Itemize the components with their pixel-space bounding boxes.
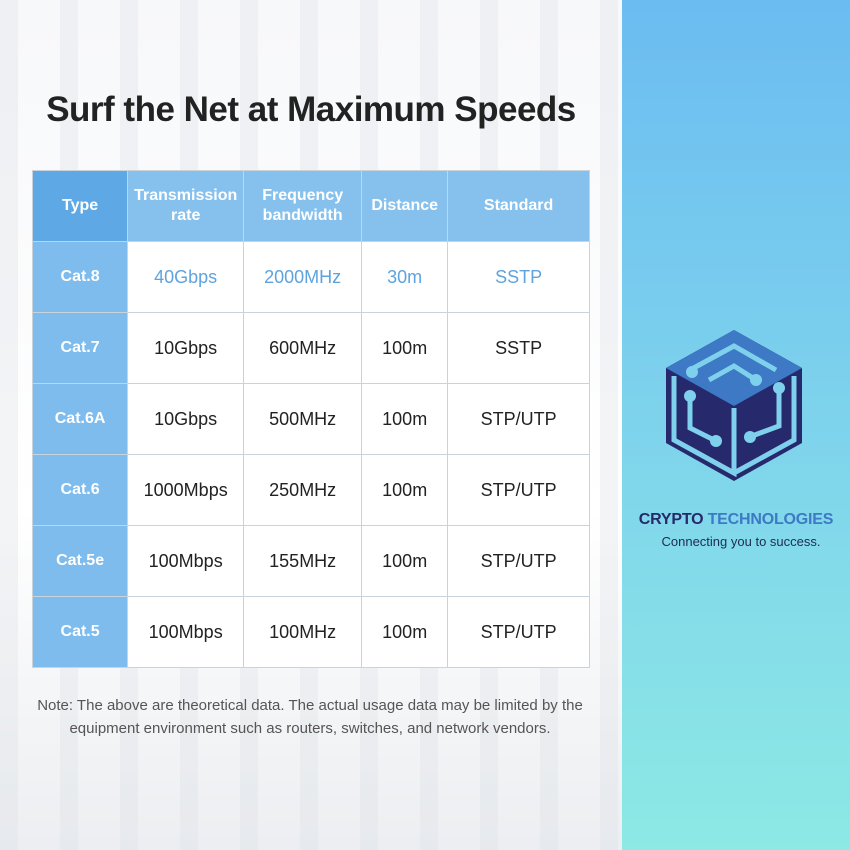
cell-rate: 100Mbps [127,525,245,597]
cell-rate: 40Gbps [127,241,245,313]
cell-distance: 30m [361,241,449,313]
brand-tagline: Connecting you to success. [661,534,821,549]
cell-frequency: 600MHz [243,312,363,384]
cell-standard: SSTP [447,312,590,384]
cell-type: Cat.8 [31,241,129,313]
header-type: Type [31,170,129,242]
cell-standard: STP/UTP [447,596,590,668]
cell-frequency: 2000MHz [243,241,363,313]
cell-distance: 100m [361,383,449,455]
spec-table: Type Transmission rate Frequency bandwidth… [31,170,590,668]
table-row: Cat.5 100Mbps 100MHz 100m STP/UTP [31,596,590,668]
table-row: Cat.6 1000Mbps 250MHz 100m STP/UTP [31,454,590,526]
header-frequency: Frequency bandwidth [243,170,363,242]
cell-type: Cat.5 [31,596,129,668]
header-distance: Distance [361,170,449,242]
cell-distance: 100m [361,312,449,384]
table-row: Cat.8 40Gbps 2000MHz 30m SSTP [31,241,590,313]
cell-distance: 100m [361,525,449,597]
brand-panel: CRYPTO TECHNOLOGIES Connecting you to su… [622,0,850,850]
cell-distance: 100m [361,596,449,668]
page-title: Surf the Net at Maximum Speeds [46,90,576,129]
table-row: Cat.6A 10Gbps 500MHz 100m STP/UTP [31,383,590,455]
table-header-row: Type Transmission rate Frequency bandwidth… [31,170,590,242]
cell-frequency: 100MHz [243,596,363,668]
cell-standard: STP/UTP [447,525,590,597]
cell-type: Cat.5e [31,525,129,597]
cell-rate: 10Gbps [127,383,245,455]
cube-logo-icon [666,330,802,481]
cell-rate: 1000Mbps [127,454,245,526]
table-row: Cat.5e 100Mbps 155MHz 100m STP/UTP [31,525,590,597]
cell-type: Cat.7 [31,312,129,384]
footnote: Note: The above are theoretical data. Th… [37,697,583,737]
cell-standard: STP/UTP [447,383,590,455]
cell-distance: 100m [361,454,449,526]
cell-frequency: 155MHz [243,525,363,597]
header-standard: Standard [447,170,590,242]
cell-frequency: 250MHz [243,454,363,526]
cell-rate: 10Gbps [127,312,245,384]
header-rate: Transmission rate [127,170,245,242]
brand-name: CRYPTO TECHNOLOGIES [638,511,834,528]
cell-type: Cat.6A [31,383,129,455]
cell-type: Cat.6 [31,454,129,526]
table-row: Cat.7 10Gbps 600MHz 100m SSTP [31,312,590,384]
cell-standard: STP/UTP [447,454,590,526]
cell-rate: 100Mbps [127,596,245,668]
cell-standard: SSTP [447,241,590,313]
cell-frequency: 500MHz [243,383,363,455]
